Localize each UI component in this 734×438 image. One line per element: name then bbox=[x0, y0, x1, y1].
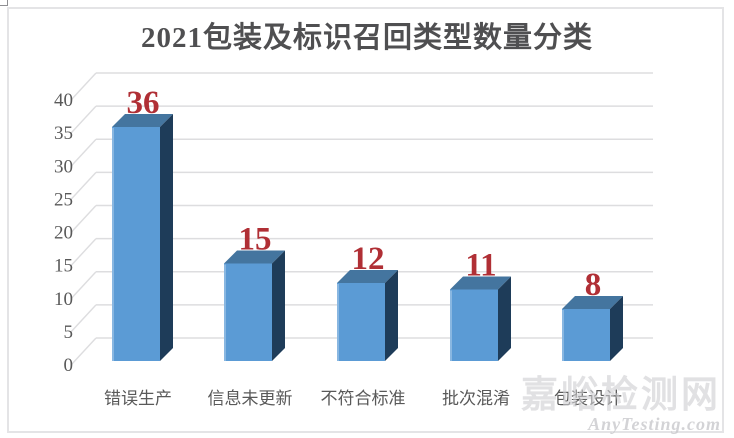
bar-value-label: 12 bbox=[352, 241, 385, 277]
gridline-sidewall-diagonal bbox=[70, 105, 97, 134]
bar-edge-highlight bbox=[562, 310, 564, 361]
x-axis-category-label: 批次混淆 bbox=[442, 389, 510, 409]
bar-front-face bbox=[450, 289, 498, 361]
y-axis-tick-label: 40 bbox=[54, 90, 73, 111]
y-axis-tick-label: 25 bbox=[54, 189, 73, 210]
bar-front-face bbox=[337, 283, 385, 361]
y-axis-tick-label: 20 bbox=[54, 223, 73, 244]
gridline-sidewall-diagonal bbox=[70, 304, 97, 333]
bar-value-label: 11 bbox=[465, 248, 496, 284]
corner-artifact bbox=[0, 0, 8, 6]
bar-top-face bbox=[450, 276, 511, 290]
bar-front-face bbox=[112, 127, 160, 361]
bar-edge-highlight bbox=[337, 284, 339, 361]
bar-top-face bbox=[112, 114, 173, 127]
x-axis-category-label: 不符合标准 bbox=[321, 389, 406, 409]
chart-title: 2021包装及标识召回类型数量分类 bbox=[140, 22, 593, 54]
bar-front-face bbox=[224, 263, 272, 361]
gridline-sidewall-diagonal bbox=[70, 171, 97, 200]
y-axis-tick-label: 10 bbox=[54, 289, 73, 310]
gridline-sidewall-diagonal bbox=[70, 337, 97, 366]
bar-top-face bbox=[224, 250, 285, 264]
gridline-sidewall-diagonal bbox=[70, 238, 97, 267]
bar-top-face bbox=[562, 296, 623, 309]
x-axis-category-label: 包装设计 bbox=[554, 389, 622, 409]
gridline-sidewall-diagonal bbox=[70, 72, 97, 101]
x-axis-category-label: 错误生产 bbox=[104, 389, 172, 409]
bar-value-label: 8 bbox=[585, 267, 602, 303]
y-axis-tick-label: 30 bbox=[54, 156, 73, 177]
bar-value-label: 36 bbox=[127, 85, 160, 121]
bar-front-face bbox=[562, 309, 610, 361]
gridline-sidewall-diagonal bbox=[70, 138, 97, 167]
bar-side-face bbox=[498, 276, 511, 361]
bar-value-label: 15 bbox=[239, 222, 272, 258]
gridline-sidewall-diagonal bbox=[70, 271, 97, 300]
bar-top-face bbox=[337, 270, 398, 283]
y-axis-tick-label: 0 bbox=[64, 355, 74, 376]
y-axis-tick-label: 5 bbox=[64, 322, 74, 343]
bar-side-face bbox=[272, 250, 285, 361]
bar-side-face bbox=[610, 296, 623, 361]
y-axis-tick-label: 15 bbox=[54, 256, 73, 277]
bar-edge-highlight bbox=[450, 290, 452, 361]
bar-edge-highlight bbox=[224, 264, 226, 361]
x-axis-category-label: 信息未更新 bbox=[208, 389, 293, 409]
bar-side-face bbox=[160, 114, 173, 361]
y-axis-tick-label: 35 bbox=[54, 123, 73, 144]
bar-side-face bbox=[385, 270, 398, 361]
bar-edge-highlight bbox=[112, 128, 114, 361]
gridline-sidewall-diagonal bbox=[70, 205, 97, 233]
